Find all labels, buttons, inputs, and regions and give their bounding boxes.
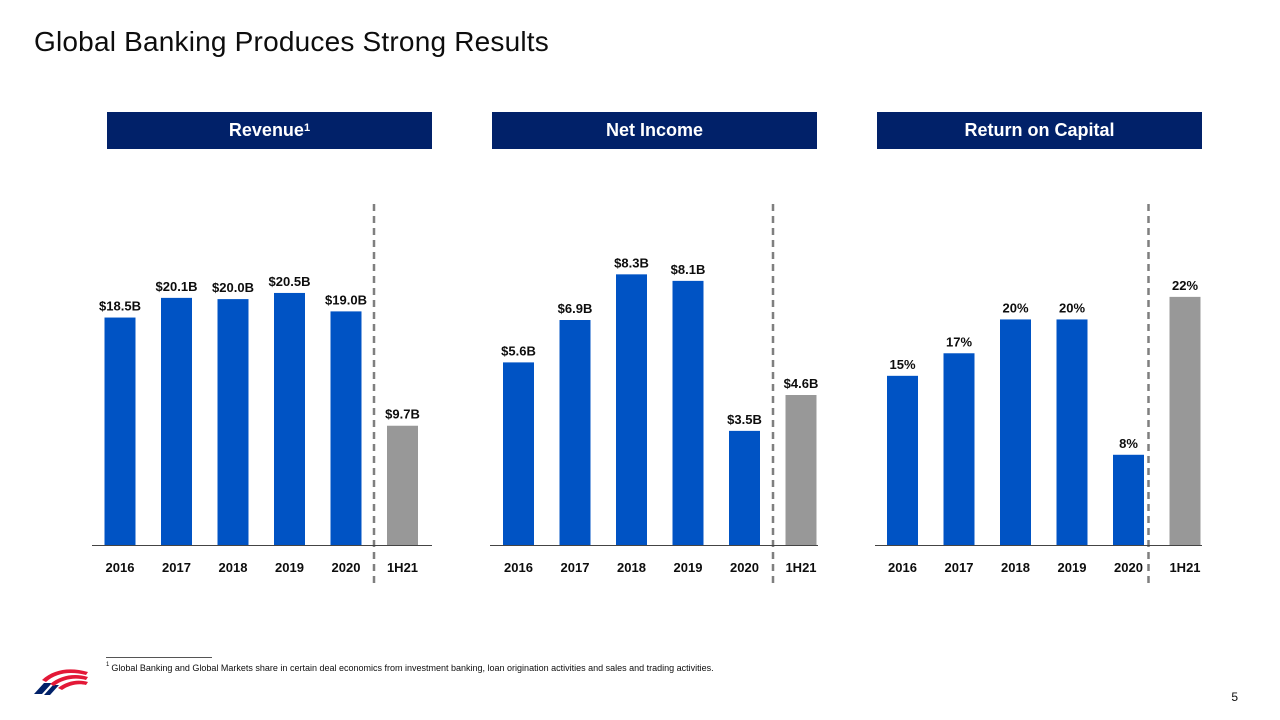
net-income-x-tick-2016: 2016 [504, 560, 533, 575]
return-on-capital-data-label-2017: 17% [946, 334, 972, 349]
revenue-data-label-2019: $20.5B [269, 274, 311, 289]
return-on-capital-panel-title: Return on Capital [964, 120, 1115, 140]
net-income-x-tick-2020: 2020 [730, 560, 759, 575]
return-on-capital-bar-2018 [1000, 319, 1031, 545]
return-on-capital-bar-2020 [1113, 454, 1144, 545]
revenue-x-tick-2016: 2016 [106, 560, 135, 575]
net-income-data-label-1h21: $4.6B [784, 376, 819, 391]
revenue-x-tick-2018: 2018 [219, 560, 248, 575]
net-income-data-label-2018: $8.3B [614, 255, 649, 270]
revenue-bar-2017 [161, 297, 192, 545]
footnote-marker: 1 [106, 662, 110, 668]
return-on-capital-x-tick-2018: 2018 [1001, 560, 1030, 575]
revenue-bar-1h21 [387, 425, 418, 545]
revenue-data-label-1h21: $9.7B [385, 407, 420, 422]
return-on-capital-x-tick-2016: 2016 [888, 560, 917, 575]
return-on-capital-data-label-2018: 20% [1002, 300, 1028, 315]
return-on-capital-bar-2016 [887, 375, 918, 545]
net-income-x-tick-1h21: 1H21 [785, 560, 816, 575]
net-income-bar-1h21 [785, 395, 817, 545]
net-income-panel-header: Net Income [492, 112, 817, 149]
bank-flag-logo-icon [34, 669, 88, 695]
net-income-panel-title: Net Income [605, 120, 704, 140]
net-income-data-label-2019: $8.1B [671, 262, 706, 277]
net-income-x-tick-2017: 2017 [561, 560, 590, 575]
net-income-x-tick-2019: 2019 [674, 560, 703, 575]
net-income-bar-2018 [616, 274, 647, 545]
return-on-capital-data-label-1h21: 22% [1172, 278, 1198, 293]
return-on-capital-bar-2017 [943, 353, 975, 545]
revenue-panel-header: Revenue 1 [107, 112, 432, 149]
revenue-panel-title: Revenue [228, 120, 304, 140]
return-on-capital-x-tick-1h21: 1H21 [1169, 560, 1200, 575]
revenue-bar-2019 [274, 292, 305, 545]
revenue-data-label-2018: $20.0B [212, 280, 254, 295]
net-income-bar-2016 [503, 362, 534, 545]
revenue-data-label-2020: $19.0B [325, 292, 367, 307]
footnote-divider [106, 657, 212, 658]
revenue-x-tick-2019: 2019 [275, 560, 304, 575]
revenue-data-label-2017: $20.1B [156, 279, 198, 294]
net-income-bar-2020 [729, 430, 760, 545]
footnote-text: Global Banking and Global Markets share … [111, 663, 714, 673]
footnote: 1 Global Banking and Global Markets share… [106, 662, 714, 673]
return-on-capital-bar-2019 [1056, 319, 1088, 545]
net-income-bar-2017 [559, 320, 591, 545]
return-on-capital-x-tick-2019: 2019 [1058, 560, 1087, 575]
return-on-capital-panel-header: Return on Capital [877, 112, 1202, 149]
revenue-x-tick-2020: 2020 [332, 560, 361, 575]
return-on-capital-data-label-2019: 20% [1059, 300, 1085, 315]
return-on-capital-data-label-2016: 15% [889, 357, 915, 372]
revenue-bar-2018 [217, 299, 249, 545]
revenue-bar-2016 [104, 317, 136, 545]
return-on-capital-data-label-2020: 8% [1119, 436, 1138, 451]
return-on-capital-x-tick-2020: 2020 [1114, 560, 1143, 575]
page-number: 5 [1231, 690, 1238, 704]
revenue-x-tick-2017: 2017 [162, 560, 191, 575]
net-income-data-label-2016: $5.6B [501, 343, 536, 358]
revenue-x-tick-1h21: 1H21 [387, 560, 418, 575]
return-on-capital-x-tick-2017: 2017 [945, 560, 974, 575]
revenue-data-label-2016: $18.5B [99, 299, 141, 314]
slide-title: Global Banking Produces Strong Results [34, 26, 549, 57]
net-income-data-label-2020: $3.5B [727, 412, 762, 427]
revenue-bar-2020 [330, 311, 362, 545]
net-income-data-label-2017: $6.9B [558, 301, 593, 316]
net-income-x-tick-2018: 2018 [617, 560, 646, 575]
net-income-bar-2019 [672, 280, 704, 545]
return-on-capital-bar-1h21 [1169, 296, 1201, 545]
